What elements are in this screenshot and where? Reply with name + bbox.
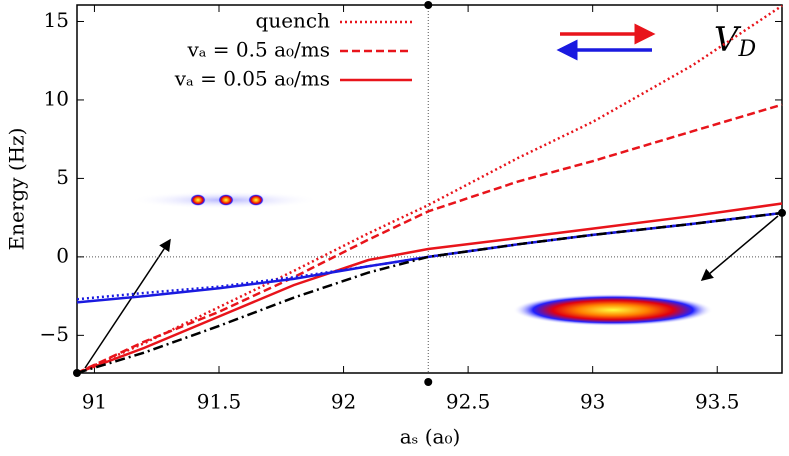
x-tick-label: 93.5 <box>695 390 740 414</box>
insets <box>84 23 779 369</box>
x-axis-label: aₛ (a₀) <box>400 425 461 449</box>
series-line <box>76 202 783 375</box>
y-axis-label: Energy (Hz) <box>5 128 29 251</box>
legend-label: quench <box>256 9 331 33</box>
x-tick-label: 91 <box>82 390 107 414</box>
x-tick-label: 91.5 <box>197 390 242 414</box>
series-line <box>76 211 783 301</box>
x-tick-label: 92.5 <box>446 390 491 414</box>
endpoint-dot <box>73 369 81 377</box>
legend-label: vₐ = 0.5 a₀/ms <box>186 38 330 62</box>
endpoint-dot <box>778 208 786 217</box>
y-tick-label: −5 <box>40 322 69 346</box>
y-tick-label: 10 <box>44 86 69 110</box>
y-tick-label: 5 <box>56 165 69 189</box>
x-tick-label: 93 <box>580 390 605 414</box>
plot-frame <box>76 4 783 374</box>
y-tick-label: 0 <box>56 243 69 267</box>
legend-label: vₐ = 0.05 a₀/ms <box>174 67 330 91</box>
annotation: VD <box>714 20 757 62</box>
reference-dot <box>424 378 433 386</box>
series-line <box>76 4 783 375</box>
x-tick-label: 92 <box>331 390 356 414</box>
y-tick-label: 15 <box>44 8 69 32</box>
series-line <box>76 103 783 375</box>
series-line <box>76 211 783 375</box>
